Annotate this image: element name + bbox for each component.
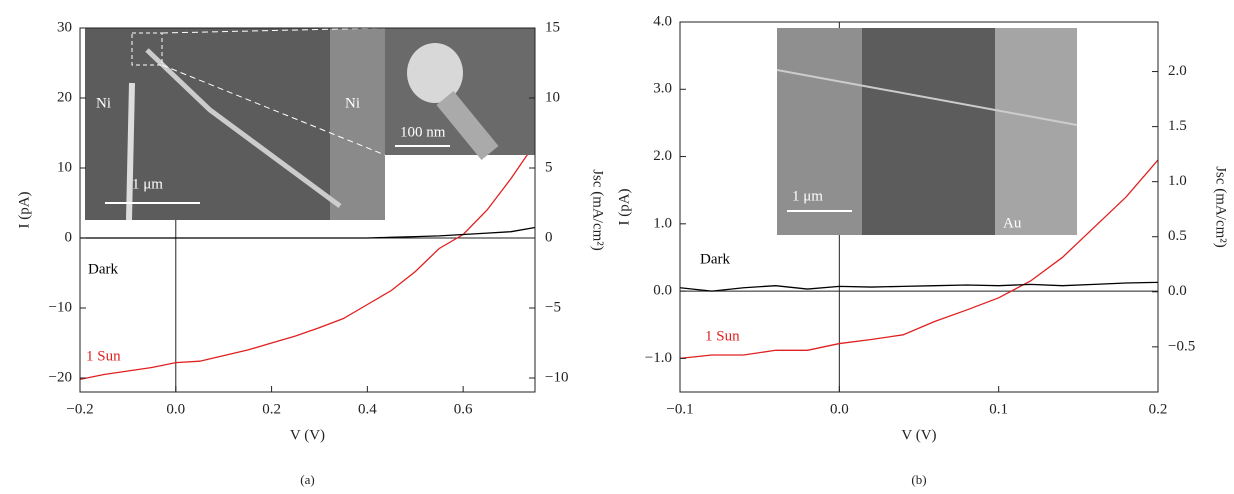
panel-caption: (a) [300, 472, 314, 487]
y-tick-label: 3.0 [653, 81, 672, 97]
x-tick-label: 0.1 [989, 401, 1008, 417]
y2-tick-label: 5 [545, 159, 553, 175]
inset-label: Ni [803, 256, 818, 272]
x-tick-label: 0.0 [166, 401, 185, 417]
electrode-tip [129, 83, 132, 220]
y2-tick-label: 15 [545, 19, 560, 35]
series-label: 1 Sun [705, 328, 740, 344]
y-axis-label: I (pA) [16, 191, 32, 228]
y2-tick-label: −0.5 [1168, 338, 1195, 354]
y-axis-label: I (pA) [616, 188, 632, 225]
y2-tick-label: 0.5 [1168, 228, 1187, 244]
y-tick-label: 10 [57, 159, 72, 175]
y2-tick-label: 0 [545, 229, 553, 245]
x-tick-label: −0.2 [66, 401, 93, 417]
y2-tick-label: −10 [545, 369, 568, 385]
inset-label: Ni [345, 95, 360, 111]
y-tick-label: 1.0 [653, 215, 672, 231]
data-line [80, 228, 535, 239]
x-tick-label: 0.6 [454, 401, 473, 417]
panel-caption: (b) [911, 472, 926, 487]
data-line [680, 282, 1158, 291]
inset-label: 1 μm [792, 188, 823, 204]
figure: Ni Ni 1 μm 100 nm −0.2 0.0 0.2 0.4 0.6 −20 −10 0 10 2… [0, 0, 1234, 494]
inset-label: 100 nm [400, 124, 446, 140]
x-tick-label: −0.1 [666, 401, 693, 417]
series-label: 1 Sun [86, 348, 121, 364]
y-tick-label: 0 [65, 229, 73, 245]
inset-label: 1 μm [132, 176, 163, 192]
electrode [330, 28, 385, 220]
y2-tick-label: 1.5 [1168, 118, 1187, 134]
y-tick-label: 4.0 [653, 13, 672, 29]
y-tick-label: −10 [49, 299, 72, 315]
y2-tick-label: 2.0 [1168, 63, 1187, 79]
y2-tick-label: 1.0 [1168, 173, 1187, 189]
y2-tick-label: −5 [545, 299, 561, 315]
y2-axis-label: Jsc (mA/cm²) [590, 169, 606, 251]
electrode [995, 28, 1077, 235]
x-tick-label: 0.4 [358, 401, 377, 417]
x-tick-label: 0.2 [262, 401, 281, 417]
series-label: Dark [88, 261, 118, 277]
series-label: Dark [700, 251, 730, 267]
y2-tick-label: 0.0 [1168, 283, 1187, 299]
inset-label: Au [1003, 215, 1022, 231]
x-axis-label: V (V) [290, 427, 325, 443]
x-axis-label: V (V) [901, 427, 936, 443]
y-tick-label: 30 [57, 19, 72, 35]
x-tick-label: 0.0 [830, 401, 849, 417]
y-tick-label: 0.0 [653, 283, 672, 299]
y-tick-label: −1.0 [645, 350, 672, 366]
x-tick-label: 0.2 [1149, 401, 1168, 417]
y2-axis-label: Jsc (mA/cm²) [1213, 166, 1229, 248]
y-tick-label: 2.0 [653, 148, 672, 164]
y-tick-label: 20 [57, 89, 72, 105]
y-tick-label: −20 [49, 369, 72, 385]
inset-label: Ni [96, 95, 111, 111]
y2-tick-label: 10 [545, 89, 560, 105]
